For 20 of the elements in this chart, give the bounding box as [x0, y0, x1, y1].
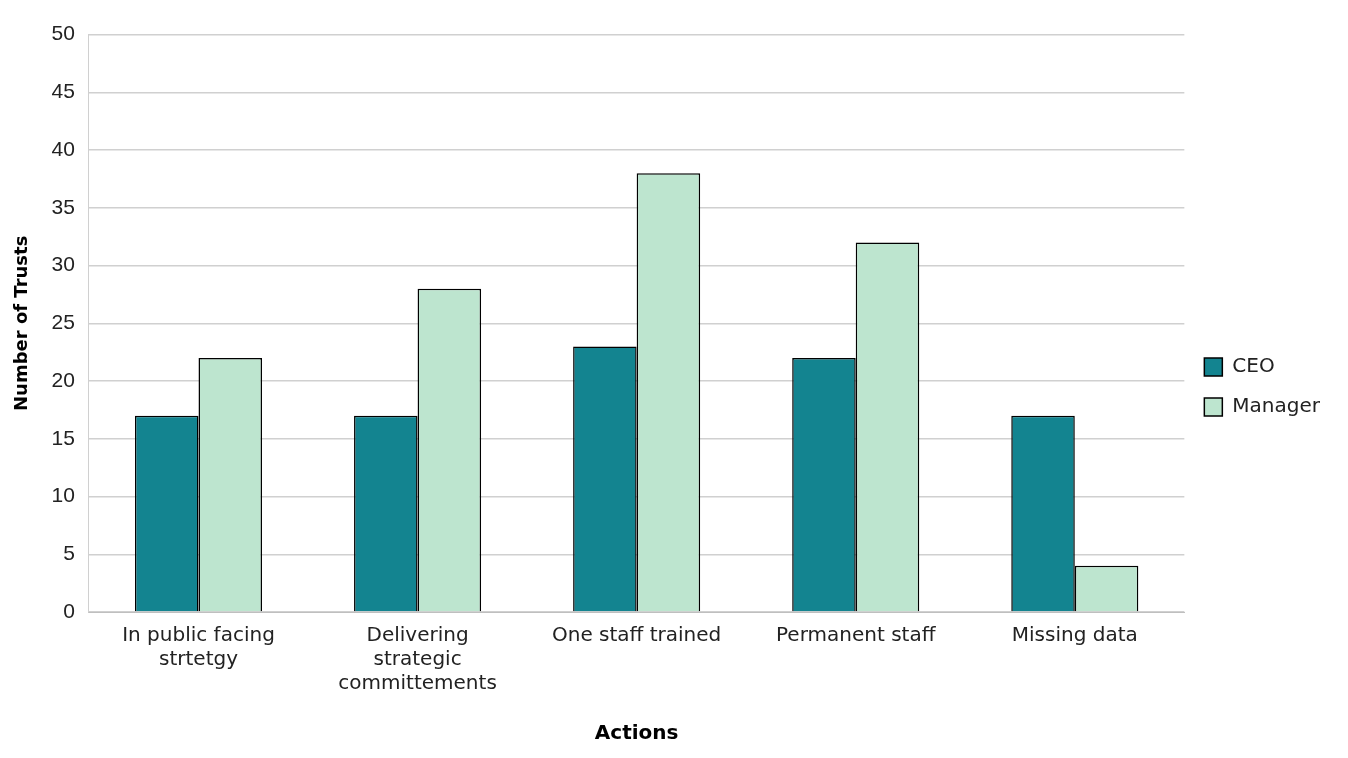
- y-tick-label: 30: [51, 252, 75, 276]
- y-tick-label: 0: [63, 598, 75, 622]
- y-tick-label: 45: [51, 79, 75, 103]
- x-tick-label: One staff trained: [552, 622, 722, 647]
- y-tick-label: 50: [51, 21, 75, 45]
- legend-label: CEO: [1232, 353, 1275, 378]
- y-tick-label: 15: [51, 425, 75, 449]
- y-tick-label: 5: [63, 541, 75, 565]
- y-tick-label: 10: [51, 483, 75, 507]
- x-tick-label: In public facing strtetgy: [122, 622, 275, 671]
- x-tick-label: Missing data: [1011, 622, 1138, 647]
- y-tick-label: 35: [51, 194, 75, 218]
- y-axis-title: Number of Trusts: [10, 235, 32, 411]
- legend-label: Manager: [1232, 393, 1321, 418]
- y-tick-label: 20: [51, 367, 75, 391]
- x-axis-title: Actions: [594, 720, 679, 745]
- y-tick-label: 25: [51, 310, 75, 334]
- x-tick-label: Permanent staff: [776, 622, 937, 647]
- y-tick-label: 40: [51, 136, 75, 160]
- x-tick-label: Delivering strategic committements: [338, 622, 497, 695]
